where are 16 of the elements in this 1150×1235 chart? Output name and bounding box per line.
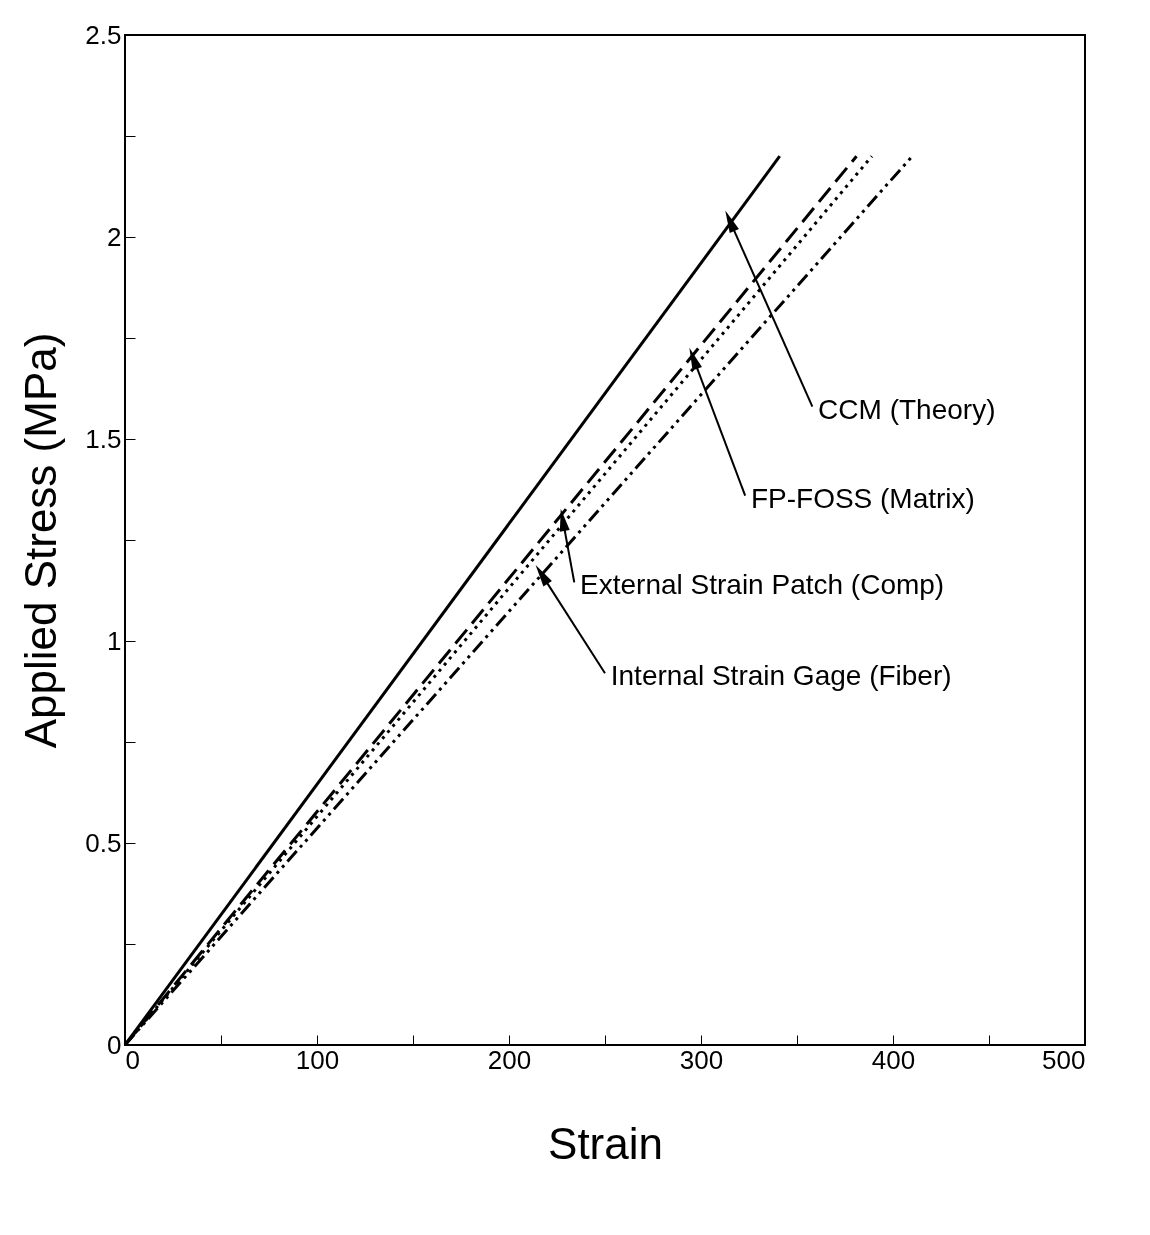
y-tick-label: 2.5 [85, 19, 122, 50]
y-tick-label: 1.5 [85, 423, 122, 454]
x-axis-title: Strain [548, 1118, 663, 1168]
x-tick-label: 100 [295, 1044, 340, 1075]
annotation: FP-FOSS (Matrix) [750, 482, 975, 514]
y-tick-label: 0.5 [85, 827, 122, 858]
annotation: External Strain Patch (Comp) [580, 569, 945, 601]
y-tick-label: 1 [107, 625, 122, 656]
annotation: Internal Strain Gage (Fiber) [610, 660, 952, 692]
x-tick-label: 200 [487, 1044, 532, 1075]
annotation: CCM (Theory) [818, 393, 996, 425]
y-axis-title: Applied Stress (MPa) [16, 332, 66, 749]
x-tick-label: 300 [679, 1044, 724, 1075]
y-tick-label: 2 [107, 221, 122, 252]
x-tick-label: 400 [871, 1044, 916, 1075]
x-tick-label: 500 [1042, 1044, 1086, 1075]
